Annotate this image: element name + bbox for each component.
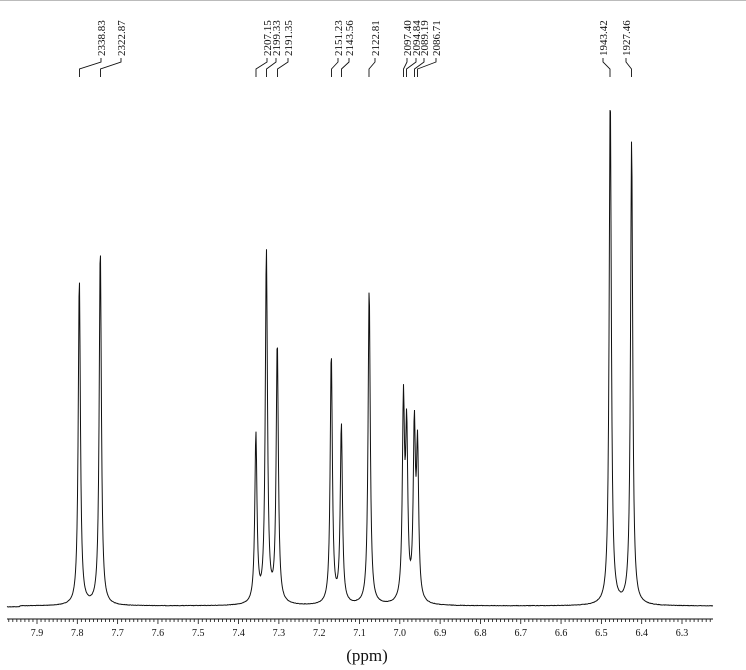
x-tick-label: 6.5 [595, 628, 608, 639]
x-tick-label: 6.6 [555, 628, 568, 639]
peak-leader-line [602, 58, 611, 77]
x-axis-ticks [8, 619, 711, 624]
x-tick-label: 7.6 [152, 628, 165, 639]
peak-leader-line [277, 58, 289, 77]
peak-label: 1927.46 [621, 20, 633, 56]
peak-leader-line [625, 58, 632, 77]
peak-leader-line [100, 58, 122, 77]
x-tick-label: 7.8 [71, 628, 84, 639]
peak-label: 2094.84 [411, 20, 423, 56]
peak-leader-line [368, 58, 376, 77]
peak-label: 2338.83 [96, 20, 108, 56]
x-tick-label: 6.4 [635, 628, 648, 639]
x-tick-labels: 7.9 7.8 7.7 7.6 7.5 7.4 7.3 7.2 7.1 7.0 6.9 6.8 6.7 6… [31, 628, 689, 639]
peak-leader-line [414, 58, 425, 77]
peak-label: 2151.23 [333, 20, 345, 56]
peak-leader-line [255, 58, 268, 77]
peak-label: 2207.15 [262, 20, 274, 56]
peak-leader-line [417, 58, 437, 77]
peak-leader-lines [79, 58, 632, 77]
peak-leader-line [331, 58, 339, 77]
x-tick-label: 7.4 [232, 628, 245, 639]
peak-label: 2097.40 [402, 20, 414, 56]
x-tick-label: 6.7 [514, 628, 527, 639]
x-tick-label: 6.3 [676, 628, 689, 639]
peak-label: 2122.81 [370, 20, 382, 56]
peak-leader-line [79, 58, 102, 77]
x-tick-label: 7.2 [313, 628, 326, 639]
x-tick-label: 6.8 [474, 628, 487, 639]
x-tick-label: 7.9 [31, 628, 44, 639]
peak-label: 2199.33 [271, 20, 283, 56]
peak-label: 2322.87 [116, 20, 128, 56]
peak-leader-line [403, 58, 408, 77]
x-tick-label: 7.7 [111, 628, 124, 639]
x-tick-label: 7.0 [394, 628, 407, 639]
peak-label: 2086.71 [431, 20, 443, 56]
spectrum-trace [6, 109, 714, 608]
peak-leader-line [266, 58, 277, 77]
peak-label: 1943.42 [598, 20, 610, 56]
x-tick-label: 6.9 [434, 628, 447, 639]
top-frame-line [0, 0, 746, 1]
peak-leader-line [341, 58, 350, 77]
peak-label: 2191.35 [283, 20, 295, 56]
x-tick-label: 7.1 [353, 628, 366, 639]
peak-label: 2089.19 [419, 20, 431, 56]
x-axis-title: (ppm) [346, 646, 388, 665]
x-tick-label: 7.3 [273, 628, 286, 639]
peak-label: 2143.56 [344, 20, 356, 56]
peak-leader-line [406, 58, 417, 77]
x-tick-label: 7.5 [192, 628, 205, 639]
